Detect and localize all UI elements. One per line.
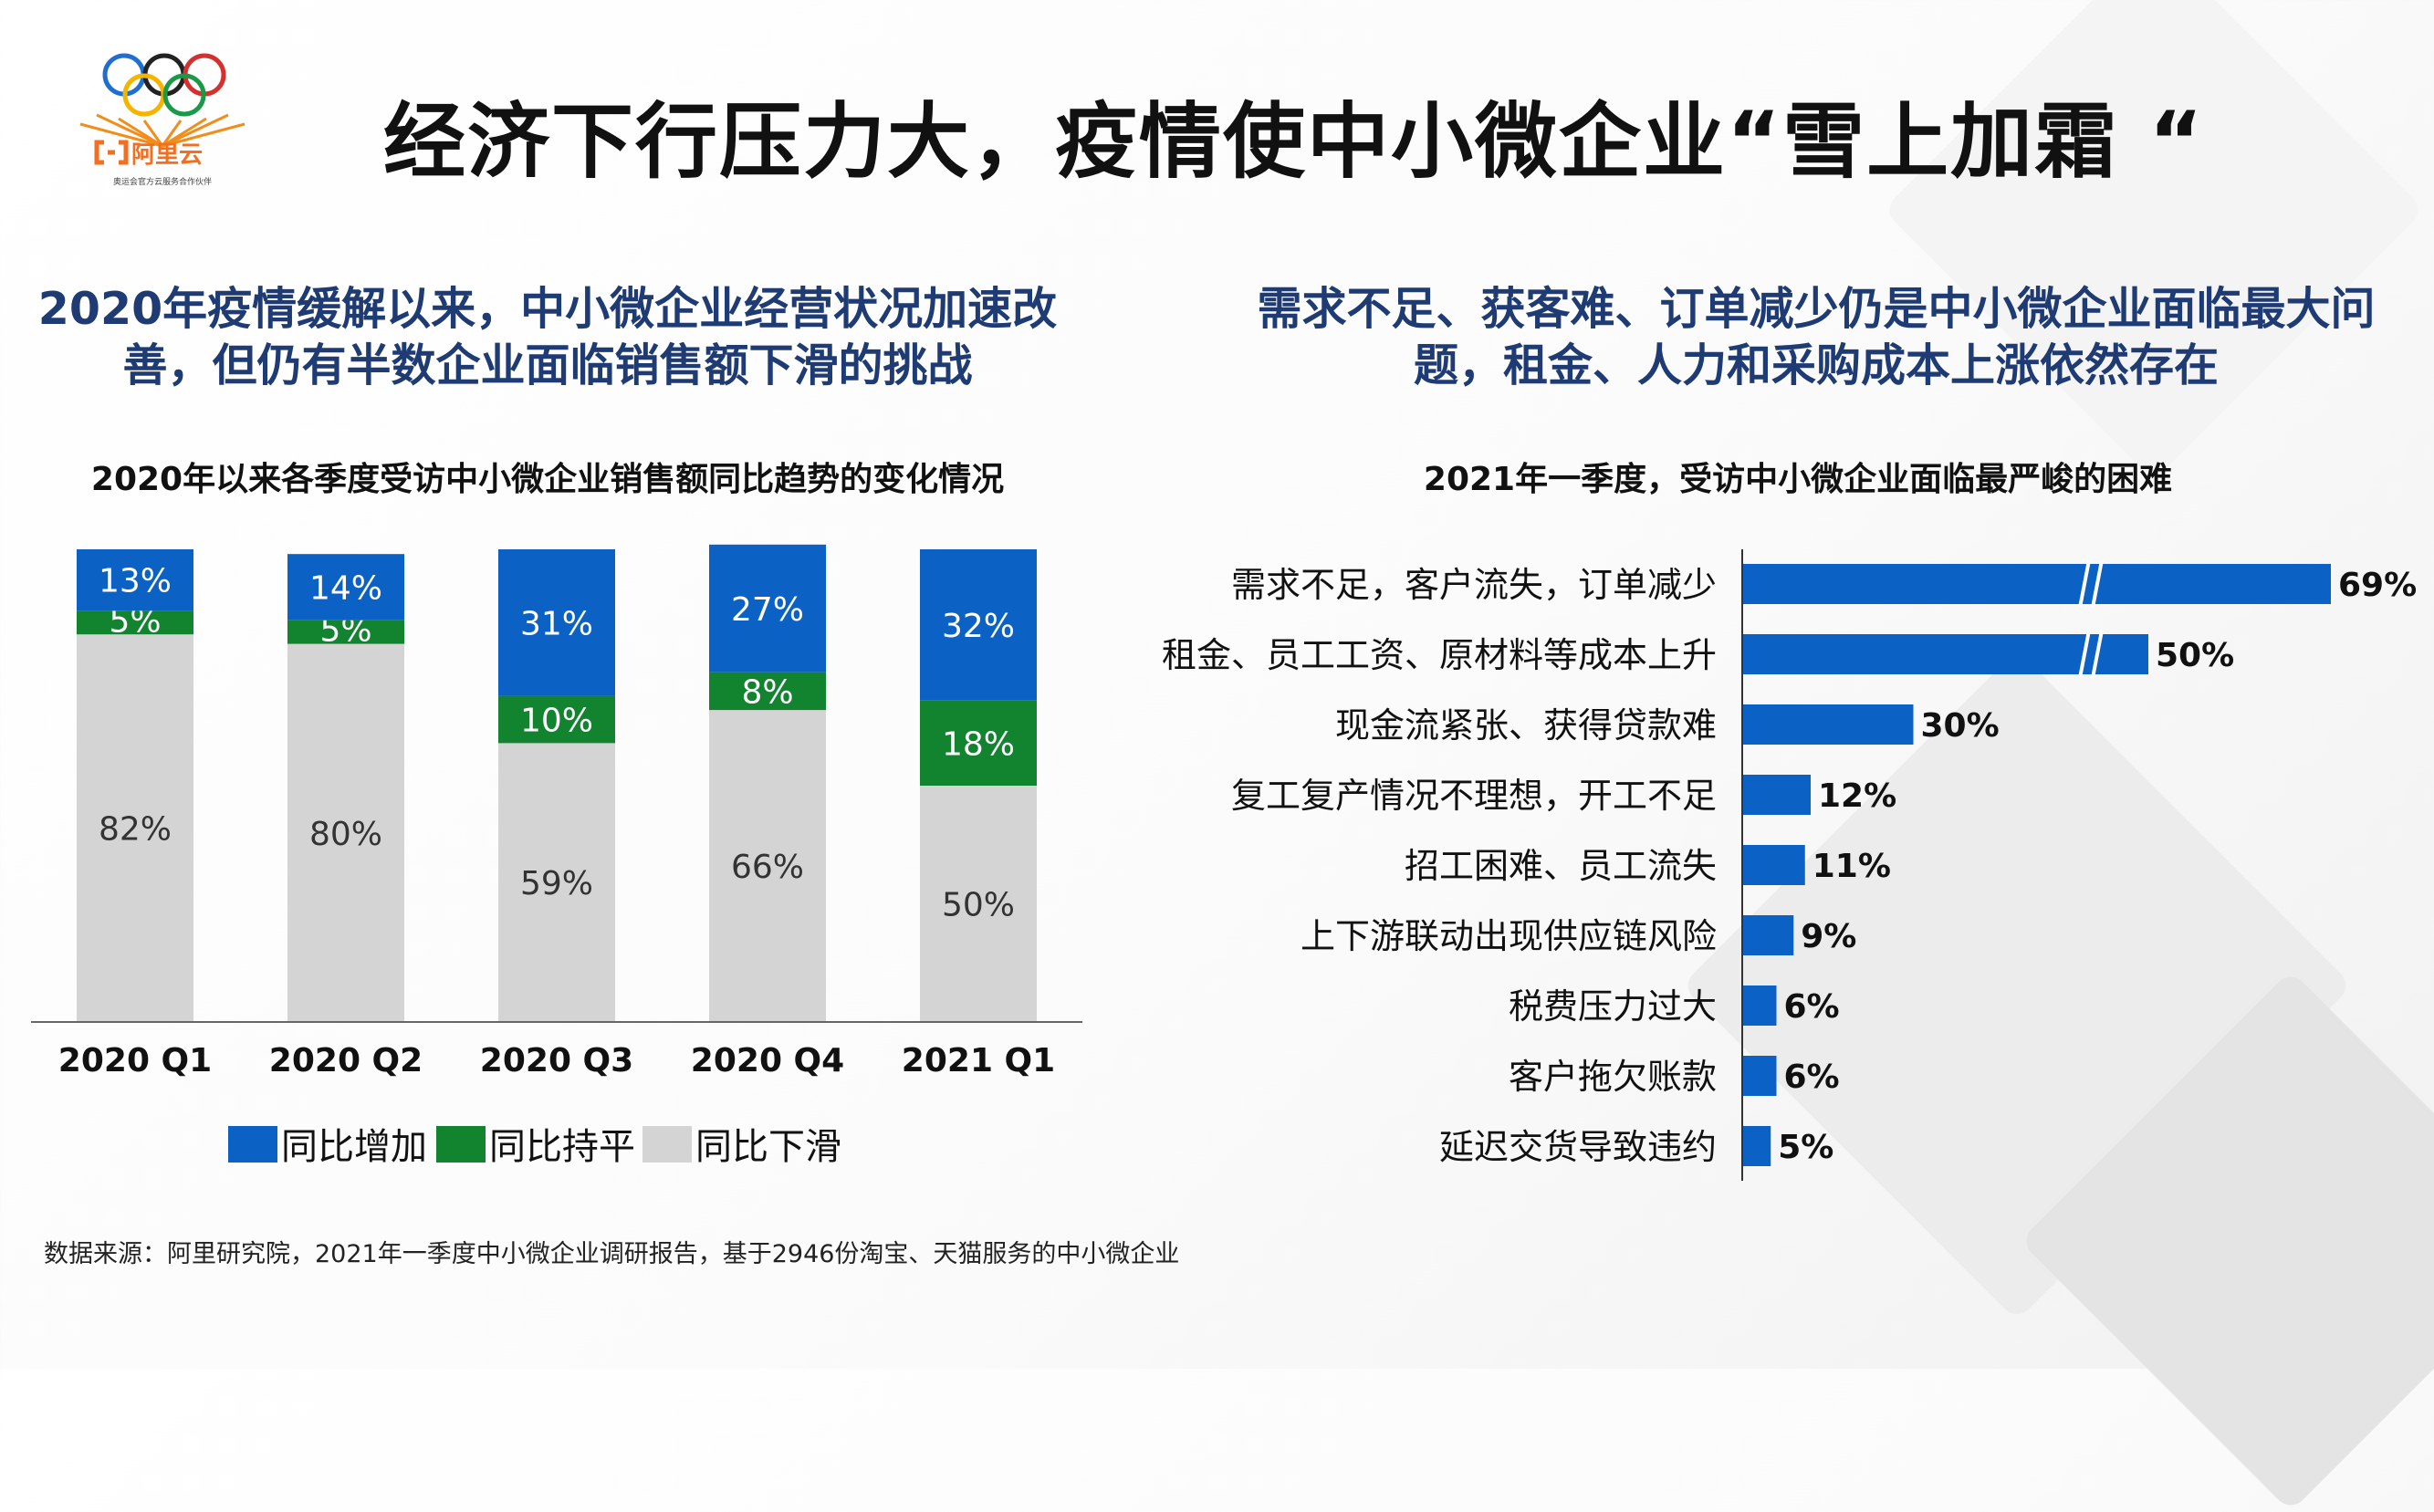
bar-value-label: 14% xyxy=(309,569,382,607)
legend-label: 同比下滑 xyxy=(695,1126,841,1168)
bar xyxy=(1742,1056,1777,1096)
source-note: 数据来源：阿里研究院，2021年一季度中小微企业调研报告，基于2946份淘宝、天… xyxy=(44,1240,1180,1268)
bar-value-label: 12% xyxy=(1818,777,1896,815)
category-label: 延迟交货导致违约 xyxy=(1439,1127,1717,1167)
bar xyxy=(1742,985,1777,1026)
axis-break-mark xyxy=(2078,630,2104,679)
bar-segment xyxy=(287,643,404,1022)
x-tick-label: 2021 Q1 xyxy=(902,1042,1055,1079)
axis-break-mark xyxy=(2078,559,2104,609)
x-tick-label: 2020 Q3 xyxy=(480,1042,633,1079)
olympic-rings-icon: 阿里云 奥运会官方云服务合作伙伴 xyxy=(79,53,245,187)
bar-segment xyxy=(287,554,404,620)
bar-value-label: 8% xyxy=(741,673,793,711)
bar-value-label: 32% xyxy=(942,608,1015,645)
bar-value-label: 6% xyxy=(1784,988,1840,1026)
bar-value-label: 50% xyxy=(2156,637,2234,674)
bar-segment xyxy=(709,544,826,673)
bar-segment xyxy=(77,634,193,1022)
bar-value-label: 66% xyxy=(731,849,804,886)
bar-segment xyxy=(498,549,615,696)
bar-segment xyxy=(920,700,1037,786)
legend-swatch xyxy=(228,1126,277,1163)
bar-value-label: 18% xyxy=(942,725,1015,763)
sunburst-icon xyxy=(79,113,245,148)
bar-segment xyxy=(498,695,615,744)
category-label: 复工复产情况不理想，开工不足 xyxy=(1231,776,1717,816)
bar-value-label: 30% xyxy=(1921,707,2000,745)
left-headline-line2: 善，但仍有半数企业面临销售额下滑的挑战 xyxy=(122,339,973,391)
horizontal-bar-chart: 需求不足，客户流失，订单减少 69% 租金、员工工资、原材料等成本上升 50% 现金流紧… xyxy=(1162,549,2417,1181)
category-label: 现金流紧张、获得贷款难 xyxy=(1335,705,1717,746)
bar-segment xyxy=(77,549,193,611)
right-headline: 需求不足、获客难、订单减少仍是中小微企业面临最大问 题，租金、人力和采购成本上涨… xyxy=(1214,281,2418,394)
bar-segment xyxy=(920,786,1037,1022)
bar-value-label: 5% xyxy=(1778,1129,1833,1166)
x-tick-label: 2020 Q1 xyxy=(58,1042,212,1079)
category-label: 税费压力过大 xyxy=(1509,986,1717,1027)
bar-value-label: 69% xyxy=(2338,567,2417,604)
category-label: 上下游联动出现供应链风险 xyxy=(1301,916,1717,956)
left-headline-line1: 2020年疫情缓解以来，中小微企业经营状况加速改 xyxy=(37,283,1058,335)
bar xyxy=(1742,564,2331,604)
bar xyxy=(1742,775,1811,815)
bar-value-label: 31% xyxy=(520,605,593,642)
right-headline-line1: 需求不足、获客难、订单减少仍是中小微企业面临最大问 xyxy=(1257,283,2376,335)
bar-value-label: 6% xyxy=(1784,1058,1840,1096)
bar-value-label: 59% xyxy=(520,865,593,902)
legend-label: 同比增加 xyxy=(281,1126,427,1168)
bar-segment xyxy=(709,672,826,711)
left-headline: 2020年疫情缓解以来，中小微企业经营状况加速改 善，但仍有半数企业面临销售额下… xyxy=(18,281,1077,394)
bar-segment xyxy=(709,710,826,1022)
bar-value-label: 80% xyxy=(309,816,382,853)
bar-value-label: 13% xyxy=(99,563,172,600)
legend-label: 同比持平 xyxy=(489,1126,635,1168)
bar-value-label: 27% xyxy=(731,591,804,629)
bar xyxy=(1742,915,1794,955)
bar xyxy=(1742,845,1805,885)
category-label: 需求不足，客户流失，订单减少 xyxy=(1231,565,1717,605)
bar-segment xyxy=(920,549,1037,701)
x-tick-label: 2020 Q2 xyxy=(269,1042,423,1079)
legend-swatch xyxy=(436,1126,486,1163)
logo-brand: 阿里云 xyxy=(131,141,203,169)
bar-value-label: 82% xyxy=(99,811,172,849)
bar-value-label: 11% xyxy=(1812,848,1891,885)
category-label: 招工困难、员工流失 xyxy=(1405,846,1717,886)
category-label: 租金、员工工资、原材料等成本上升 xyxy=(1162,635,1717,675)
bar-value-label: 10% xyxy=(520,702,593,739)
bar-segment xyxy=(287,620,404,644)
bar-segment xyxy=(498,743,615,1022)
x-tick-label: 2020 Q4 xyxy=(691,1042,844,1079)
left-chart-title: 2020年以来各季度受访中小微企业销售额同比趋势的变化情况 xyxy=(90,461,1005,498)
bar xyxy=(1742,1126,1771,1166)
page-title: 经济下行压力大，疫情使中小微企业“雪上加霜 “ xyxy=(383,94,2205,190)
aliyun-olympic-logo: 阿里云 奥运会官方云服务合作伙伴 xyxy=(71,44,254,190)
right-chart-title: 2021年一季度，受访中小微企业面临最严峻的困难 xyxy=(1423,461,2173,498)
bar-value-label: 50% xyxy=(942,887,1015,924)
aliyun-mark-icon xyxy=(94,140,129,165)
bar-segment xyxy=(77,610,193,635)
bar-value-label: 9% xyxy=(1801,918,1856,955)
legend-swatch xyxy=(642,1126,692,1163)
category-label: 客户拖欠账款 xyxy=(1509,1057,1717,1097)
right-headline-line2: 题，租金、人力和采购成本上涨依然存在 xyxy=(1413,339,2219,391)
logo-tagline: 奥运会官方云服务合作伙伴 xyxy=(113,176,212,187)
bar xyxy=(1742,704,1914,745)
